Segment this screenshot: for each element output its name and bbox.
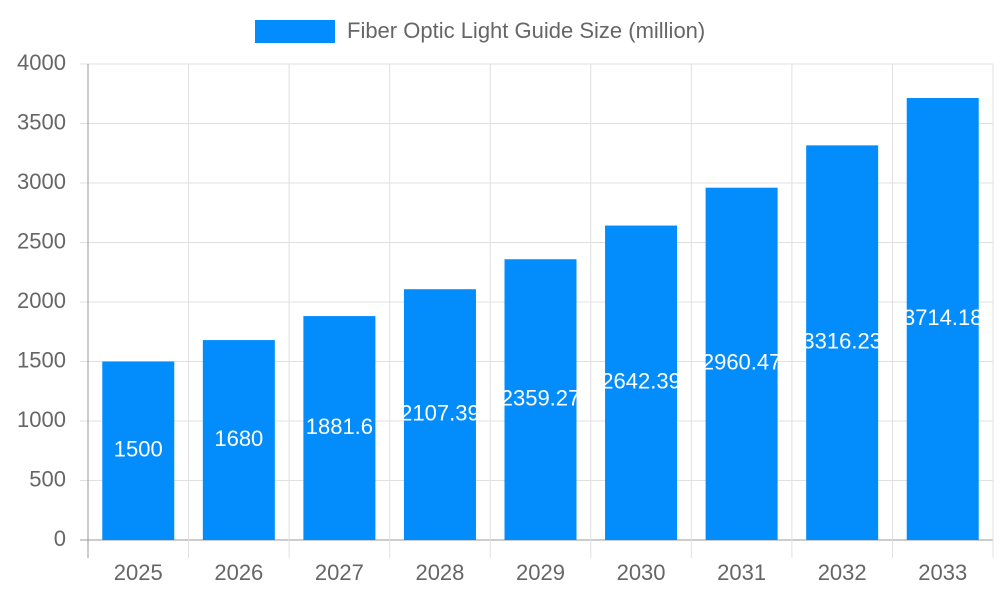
bar <box>705 187 778 540</box>
data-label: 2107.39 <box>400 400 480 425</box>
legend-label: Fiber Optic Light Guide Size (million) <box>347 18 705 43</box>
bar <box>806 145 879 540</box>
x-tick-label: 2030 <box>617 560 666 585</box>
data-label: 1881.6 <box>306 414 373 439</box>
bar <box>403 289 476 540</box>
x-tick-label: 2033 <box>918 560 967 585</box>
x-tick-label: 2029 <box>516 560 565 585</box>
x-tick-label: 2027 <box>315 560 364 585</box>
data-label: 1680 <box>214 426 263 451</box>
legend-swatch <box>255 20 335 43</box>
bar <box>303 316 376 540</box>
y-tick-label: 4000 <box>17 50 66 75</box>
y-tick-label: 0 <box>54 526 66 551</box>
bar <box>605 225 678 540</box>
data-label: 3714.18 <box>903 305 983 330</box>
x-tick-label: 2028 <box>415 560 464 585</box>
data-label: 3316.23 <box>802 328 882 353</box>
data-label: 2359.27 <box>501 385 581 410</box>
x-tick-label: 2025 <box>114 560 163 585</box>
data-label: 1500 <box>114 437 163 462</box>
data-label: 2642.39 <box>601 369 681 394</box>
bar <box>504 259 577 540</box>
y-tick-label: 3000 <box>17 169 66 194</box>
y-tick-label: 500 <box>29 466 66 491</box>
bar <box>202 340 275 540</box>
bar <box>906 98 979 541</box>
y-tick-label: 2000 <box>17 288 66 313</box>
y-tick-label: 1000 <box>17 407 66 432</box>
y-tick-label: 1500 <box>17 347 66 372</box>
data-label: 2960.47 <box>702 350 782 375</box>
y-tick-label: 3500 <box>17 109 66 134</box>
x-tick-label: 2031 <box>717 560 766 585</box>
x-tick-label: 2032 <box>818 560 867 585</box>
bar <box>102 361 175 540</box>
y-tick-label: 2500 <box>17 228 66 253</box>
x-tick-label: 2026 <box>214 560 263 585</box>
